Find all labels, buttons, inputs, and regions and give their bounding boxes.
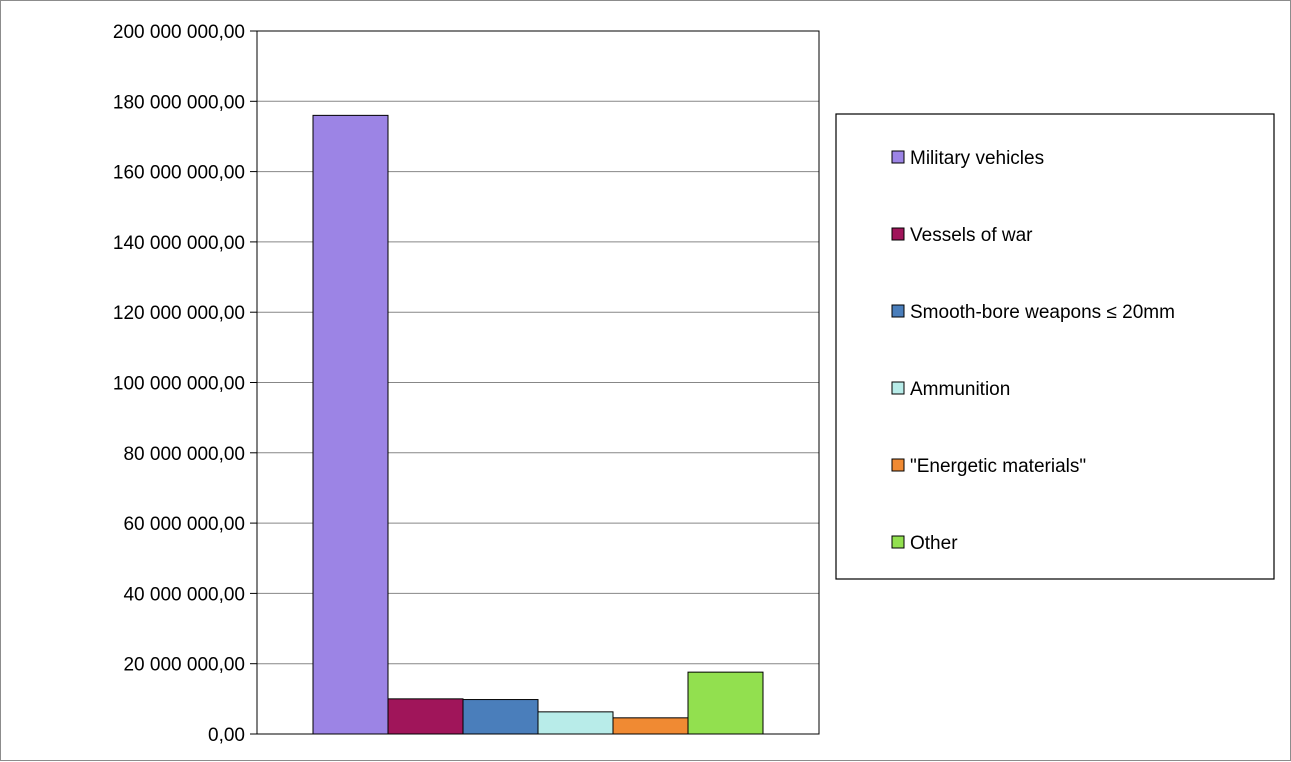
legend-label-2: Smooth-bore weapons ≤ 20mm bbox=[910, 302, 1175, 323]
y-tick-label: 100 000 000,00 bbox=[113, 374, 245, 395]
legend: Military vehicles Vessels of war Smooth-bo… bbox=[835, 113, 1275, 580]
y-tick-label: 160 000 000,00 bbox=[113, 163, 245, 184]
y-tick-label: 200 000 000,00 bbox=[113, 22, 245, 43]
legend-label-4: "Energetic materials" bbox=[910, 456, 1086, 477]
bar-4 bbox=[612, 717, 689, 735]
legend-swatch-1 bbox=[891, 227, 905, 241]
y-tick-label: 180 000 000,00 bbox=[113, 92, 245, 113]
y-tick-label: 40 000 000,00 bbox=[123, 584, 245, 605]
legend-swatch-5 bbox=[891, 535, 905, 549]
legend-label-0: Military vehicles bbox=[910, 148, 1044, 169]
bar-1 bbox=[387, 698, 464, 735]
y-tick-label: 0,00 bbox=[208, 725, 245, 746]
legend-swatch-4 bbox=[891, 458, 905, 472]
legend-label-3: Ammunition bbox=[910, 379, 1010, 400]
plot-area-border bbox=[256, 30, 820, 735]
legend-label-1: Vessels of war bbox=[910, 225, 1033, 246]
legend-label-5: Other bbox=[910, 533, 958, 554]
bar-2 bbox=[462, 699, 539, 735]
y-tick-label: 20 000 000,00 bbox=[123, 655, 245, 676]
y-tick-label: 120 000 000,00 bbox=[113, 303, 245, 324]
legend-box bbox=[835, 113, 1275, 580]
bars bbox=[312, 114, 764, 735]
legend-swatch-0 bbox=[891, 150, 905, 164]
y-axis-ticks: 0,00 20 000 000,00 40 000 000,00 60 000 000… bbox=[113, 22, 257, 746]
bar-3 bbox=[537, 711, 614, 735]
bar-0 bbox=[312, 114, 389, 735]
y-tick-label: 60 000 000,00 bbox=[123, 514, 245, 535]
legend-swatch-3 bbox=[891, 381, 905, 395]
bar-5 bbox=[687, 671, 764, 735]
y-tick-label: 140 000 000,00 bbox=[113, 233, 245, 254]
y-tick-label: 80 000 000,00 bbox=[123, 444, 245, 465]
legend-swatch-2 bbox=[891, 304, 905, 318]
